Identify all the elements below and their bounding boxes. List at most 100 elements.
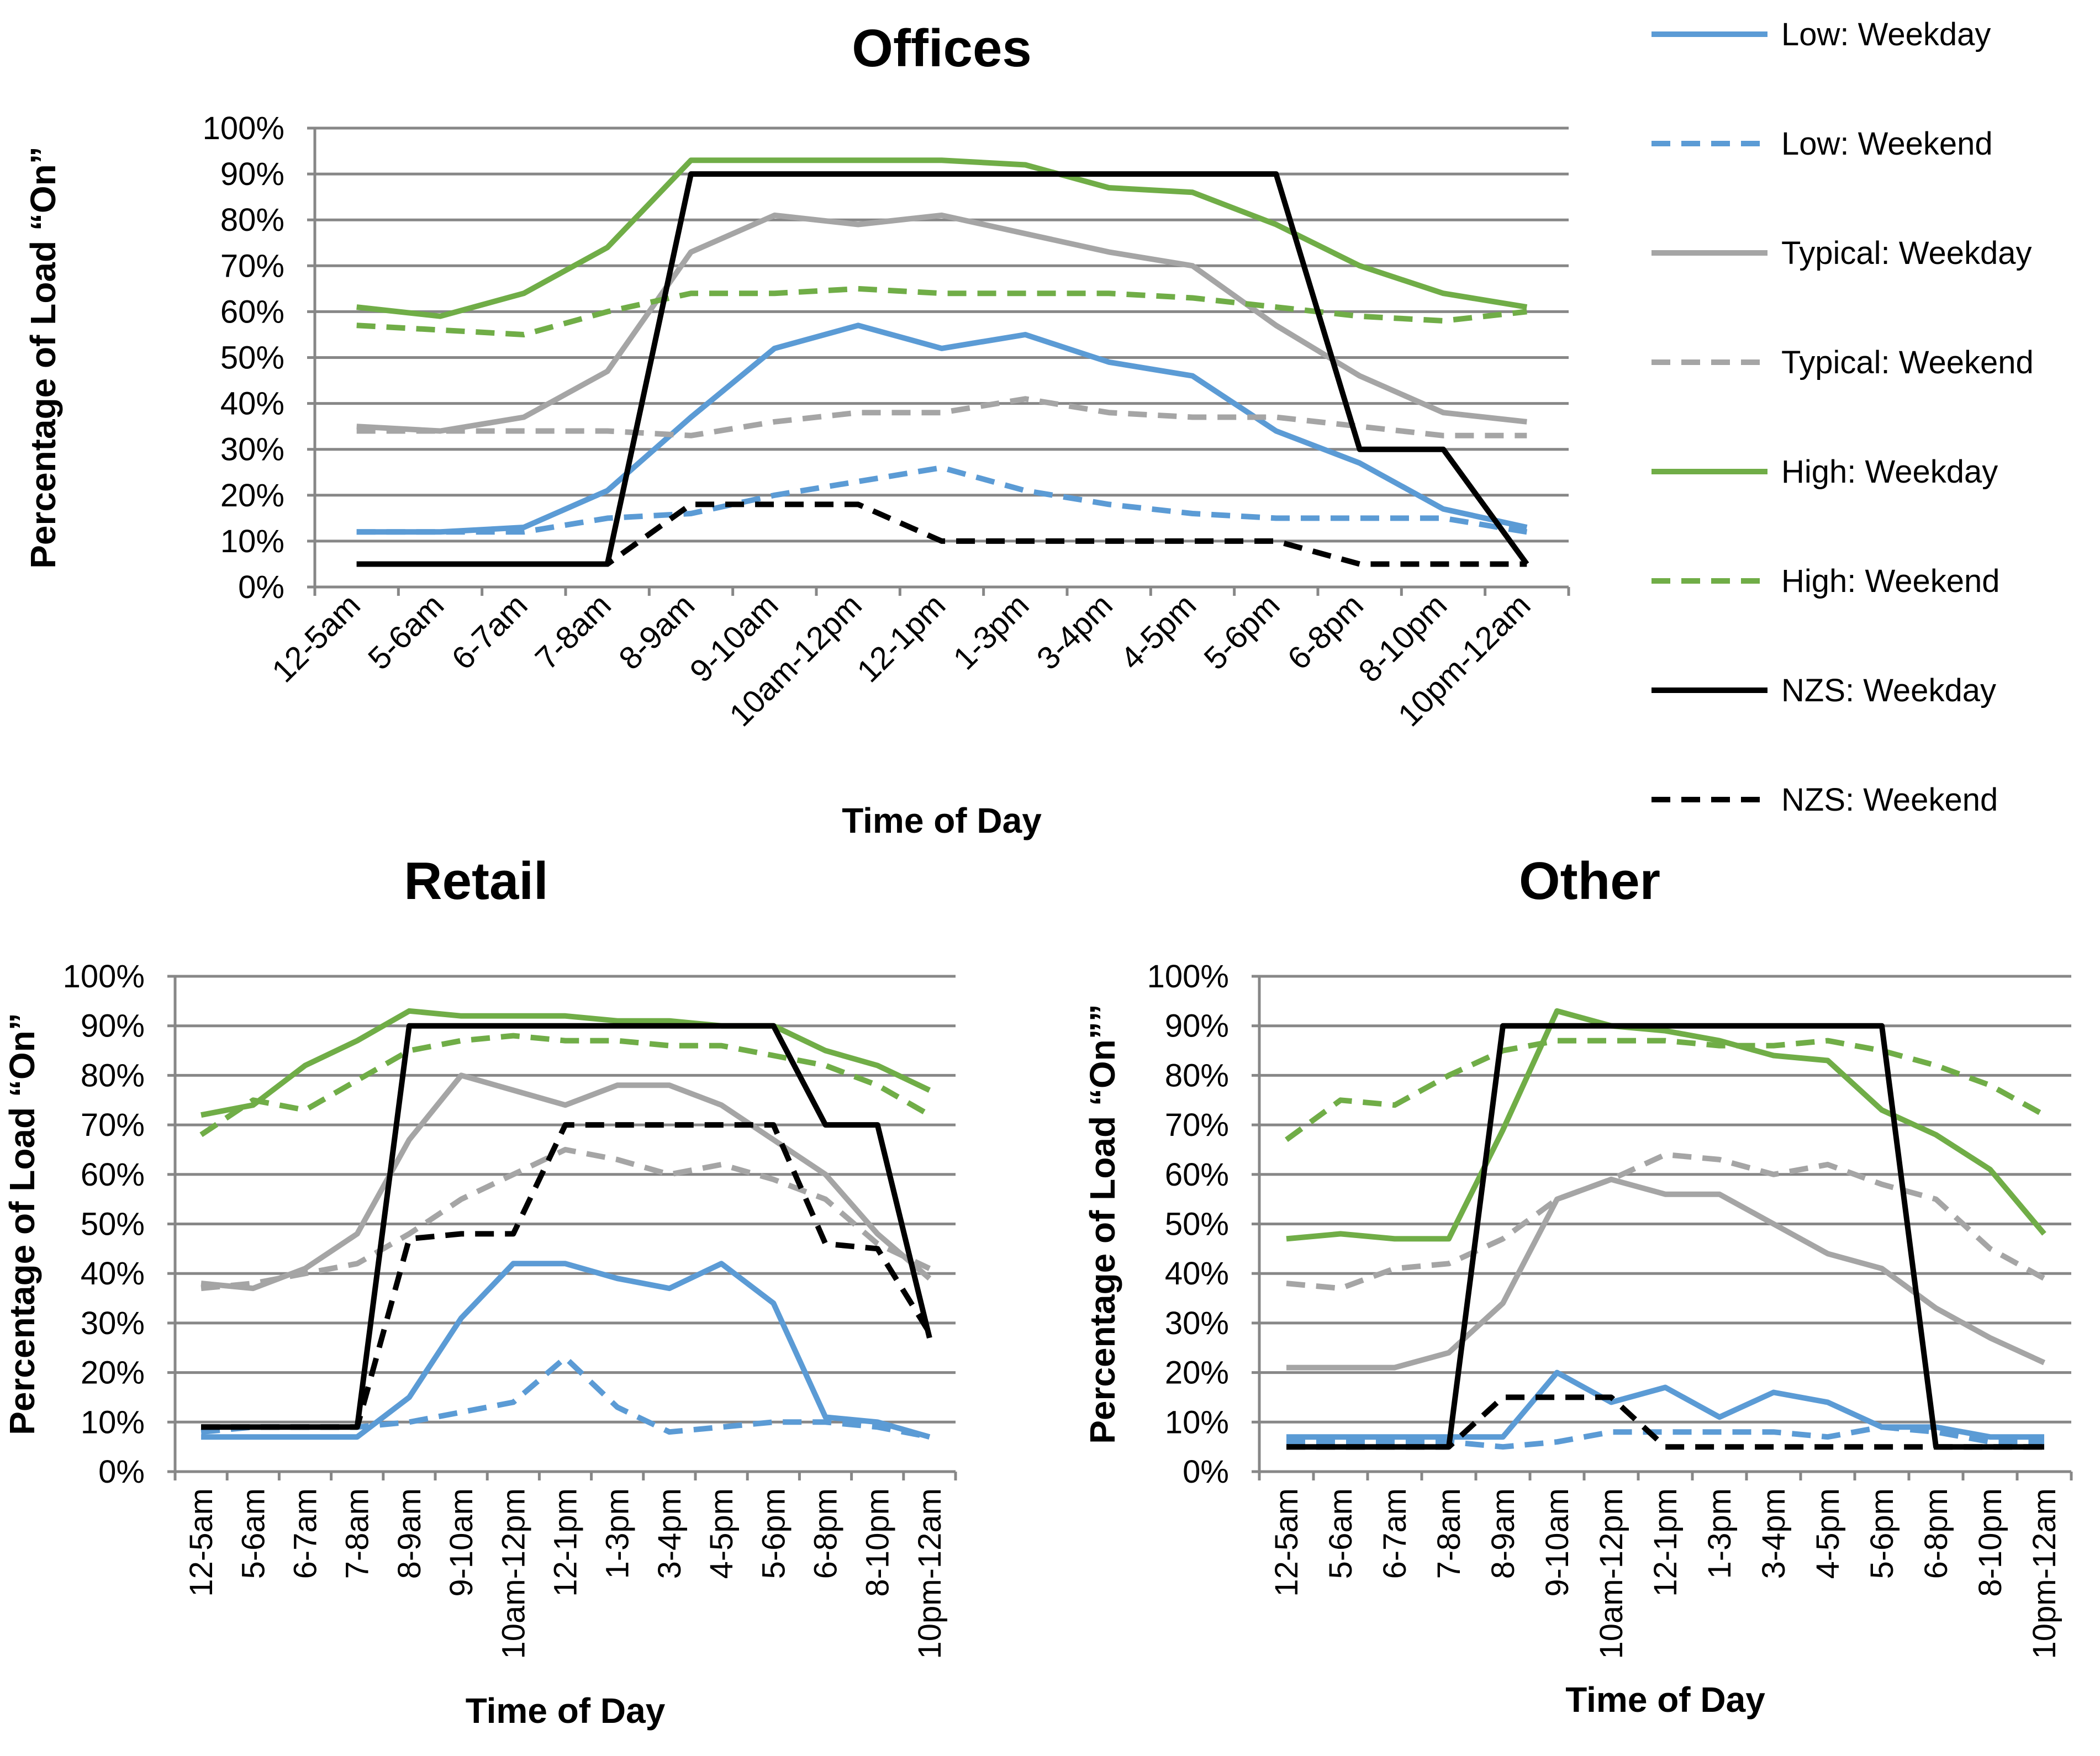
offices-x-tick-label: 5-6am	[361, 587, 451, 676]
other-y-tick-label: 30%	[1165, 1305, 1229, 1341]
other-x-tick-label: 6-7am	[1377, 1488, 1413, 1579]
offices-chart: Offices 0% 10% 20% 30% 40% 50% 60% 70% 80% 90% 100%…	[23, 19, 1570, 840]
other-x-tick-label: 12-1pm	[1648, 1488, 1684, 1597]
retail-x-tick-label: 5-6pm	[756, 1488, 792, 1579]
other-y-tick-label: 90%	[1165, 1008, 1229, 1044]
offices-x-tick-label: 5-6pm	[1197, 587, 1286, 676]
retail-x-tick-label: 9-10am	[444, 1488, 479, 1597]
retail-y-tick-label: 70%	[81, 1107, 145, 1143]
other-series-nzs-weekend	[1286, 1394, 2044, 1450]
offices-title: Offices	[852, 19, 1031, 78]
offices-series-high-weekend	[356, 285, 1527, 337]
legend-label-typical-weekday: Typical: Weekday	[1781, 235, 2032, 271]
offices-x-tick-label: 6-7am	[445, 587, 534, 676]
retail-x-tick-label: 1-3pm	[600, 1488, 636, 1579]
offices-series-typical-weekday	[356, 212, 1527, 434]
offices-y-axis-title: Percentage of Load “On”	[23, 146, 63, 569]
retail-x-tick-label: 4-5pm	[704, 1488, 740, 1579]
other-y-tick-label: 40%	[1165, 1256, 1229, 1292]
retail-x-tick-label: 10am-12pm	[495, 1488, 531, 1659]
other-y-tick-label: 10%	[1165, 1404, 1229, 1440]
other-x-tick-label: 12-5am	[1269, 1488, 1305, 1597]
legend-label-low-weekend: Low: Weekend	[1781, 126, 1993, 162]
other-x-axis-title: Time of Day	[1565, 1680, 1765, 1720]
other-x-tick-label: 9-10am	[1539, 1488, 1575, 1597]
offices-series-low-weekday	[356, 322, 1528, 535]
offices-x-tick-label: 7-8am	[529, 587, 618, 676]
other-series-typical-weekend	[1286, 1151, 2046, 1292]
other-y-tick-label: 50%	[1165, 1207, 1229, 1242]
retail-x-tick-label: 10pm-12am	[912, 1488, 948, 1659]
other-series-low-weekday	[1286, 1369, 2044, 1440]
offices-x-axis-title: Time of Day	[842, 801, 1042, 840]
other-y-tick-label: 80%	[1165, 1057, 1229, 1093]
legend-label-nzs-weekday: NZS: Weekday	[1781, 673, 1996, 708]
other-x-tick-label: 10pm-12am	[2027, 1488, 2062, 1659]
retail-series-nzs-weekend	[201, 1122, 932, 1430]
offices-y-tick-label: 80%	[220, 202, 284, 238]
offices-x-tick-label: 4-5pm	[1114, 587, 1203, 676]
retail-x-tick-label: 7-8am	[340, 1488, 376, 1579]
offices-y-tick-label: 70%	[220, 248, 284, 284]
other-series-high-weekend	[1285, 1038, 2046, 1143]
other-x-tick-label: 5-6am	[1323, 1488, 1359, 1579]
offices-x-tick-label: 12-1pm	[850, 587, 952, 689]
other-x-tick-label: 7-8am	[1431, 1488, 1467, 1579]
other-x-tick-label: 5-6pm	[1864, 1488, 1900, 1579]
retail-x-tick-label: 12-5am	[183, 1488, 219, 1597]
offices-series-high-weekday	[356, 157, 1528, 319]
retail-y-tick-label: 90%	[81, 1008, 145, 1044]
retail-y-axis-title: Percentage of Load “On”	[2, 1013, 42, 1435]
other-series-high-weekday	[1286, 1008, 2046, 1242]
offices-y-tick-label: 20%	[220, 478, 284, 514]
retail-y-tick-label: 60%	[81, 1157, 145, 1193]
offices-series-low-weekend	[356, 464, 1528, 535]
other-y-tick-label: 70%	[1165, 1107, 1229, 1143]
retail-x-tick-label: 8-10pm	[860, 1488, 896, 1597]
retail-series-typical-weekday	[200, 1072, 932, 1292]
retail-x-tick-label: 12-1pm	[548, 1488, 584, 1597]
other-x-tick-label: 10am-12pm	[1594, 1488, 1629, 1659]
other-y-tick-label: 60%	[1165, 1157, 1229, 1193]
offices-series-typical-weekend	[356, 396, 1527, 438]
other-x-tick-label: 6-8pm	[1918, 1488, 1954, 1579]
legend-label-nzs-weekend: NZS: Weekend	[1781, 782, 1998, 818]
other-title: Other	[1519, 851, 1660, 911]
retail-y-tick-label: 10%	[81, 1404, 145, 1440]
retail-series-typical-weekend	[200, 1146, 931, 1292]
other-y-tick-label: 100%	[1147, 959, 1229, 995]
other-series-low-weekend	[1286, 1424, 2044, 1450]
offices-y-tick-label: 50%	[220, 340, 284, 376]
legend-label-low-weekday: Low: Weekday	[1781, 17, 1991, 52]
retail-title: Retail	[404, 851, 548, 911]
offices-y-tick-label: 0%	[238, 569, 284, 605]
retail-y-tick-label: 50%	[81, 1207, 145, 1242]
retail-series-high-weekend	[199, 1033, 931, 1138]
retail-x-axis-title: Time of Day	[466, 1691, 666, 1731]
offices-y-tick-label: 90%	[220, 156, 284, 192]
retail-x-tick-label: 8-9am	[392, 1488, 428, 1579]
retail-x-tick-label: 6-8pm	[808, 1488, 844, 1579]
retail-chart: Retail 0% 10% 20% 30% 40% 50% 60% 70% 80% 90% 100% 1…	[2, 851, 957, 1731]
retail-y-tick-label: 40%	[81, 1256, 145, 1292]
offices-x-tick-label: 1-3pm	[946, 587, 1036, 676]
other-x-tick-label: 8-9am	[1485, 1488, 1521, 1579]
retail-x-tick-label: 3-4pm	[652, 1488, 688, 1579]
other-x-tick-label: 1-3pm	[1702, 1488, 1738, 1579]
legend-label-high-weekday: High: Weekday	[1781, 454, 1998, 490]
offices-y-tick-label: 30%	[220, 432, 284, 468]
offices-x-tick-label: 3-4pm	[1030, 587, 1120, 676]
other-chart: Other 0% 10% 20% 30% 40% 50% 60% 70% 80% 90% 100% 12…	[1083, 851, 2073, 1720]
offices-series-nzs-weekend	[356, 501, 1527, 567]
legend: Low: Weekday Low: Weekend Typical: Weekday…	[1651, 17, 2034, 818]
retail-y-tick-label: 20%	[81, 1355, 145, 1391]
retail-y-tick-label: 0%	[98, 1454, 145, 1490]
offices-y-tick-label: 100%	[203, 110, 284, 146]
offices-y-tick-label: 60%	[220, 294, 284, 330]
other-y-tick-label: 0%	[1183, 1454, 1229, 1490]
retail-series-low-weekday	[201, 1261, 931, 1440]
retail-series-high-weekday	[200, 1008, 931, 1118]
legend-label-typical-weekend: Typical: Weekend	[1781, 345, 2034, 380]
